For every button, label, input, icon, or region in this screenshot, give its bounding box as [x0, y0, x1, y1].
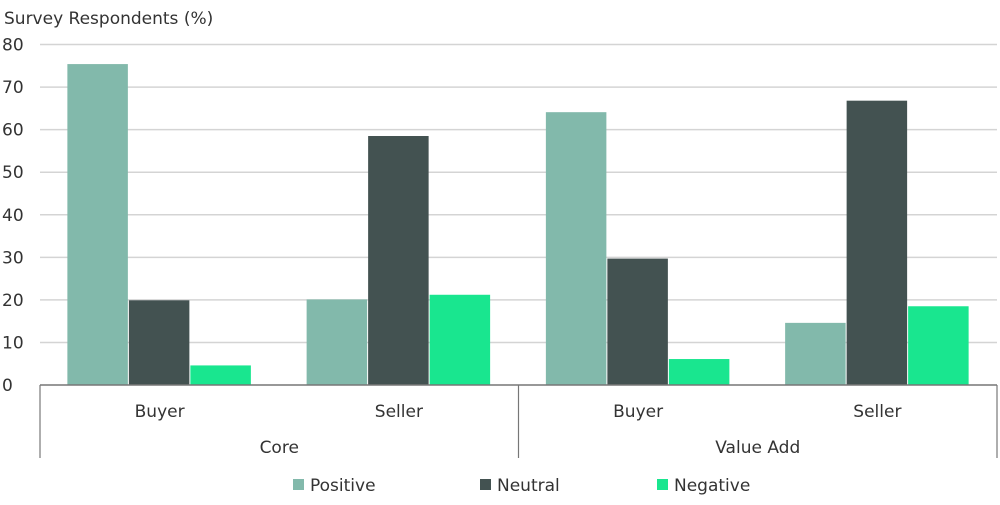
bar-negative [190, 365, 251, 385]
legend-swatch-positive [293, 479, 304, 490]
x-tick-label: Buyer [135, 402, 185, 422]
bar-positive [785, 322, 846, 385]
y-tick-label: 60 [2, 121, 24, 141]
x-tick-label: Seller [853, 402, 901, 422]
bar-positive [67, 64, 128, 386]
x-tick-label: Buyer [613, 402, 663, 422]
group-label: Value Add [715, 438, 800, 458]
y-tick-label: 50 [2, 163, 24, 183]
legend-swatch-negative [657, 479, 668, 490]
y-tick-label: 20 [2, 291, 24, 311]
bar-neutral [607, 258, 668, 385]
bar-neutral [128, 300, 190, 385]
bar-positive [545, 112, 607, 385]
legend-label: Positive [310, 476, 376, 496]
y-tick-label: 30 [2, 248, 24, 268]
bar-positive [306, 299, 368, 385]
bar-negative [668, 359, 730, 385]
y-tick-label: 10 [2, 333, 24, 353]
bar-negative [908, 306, 969, 385]
bar-neutral [846, 100, 908, 386]
y-tick-label: 70 [2, 78, 24, 98]
y-tick-label: 0 [2, 376, 13, 396]
legend-swatch-neutral [480, 479, 491, 490]
x-tick-label: Seller [375, 402, 423, 422]
y-axis-title: Survey Respondents (%) [4, 9, 213, 29]
group-label: Core [260, 438, 299, 458]
y-tick-label: 40 [2, 206, 24, 226]
legend-label: Neutral [497, 476, 560, 496]
bar-neutral [368, 136, 429, 385]
legend-label: Negative [674, 476, 750, 496]
bar-negative [429, 294, 491, 385]
y-tick-label: 80 [2, 36, 24, 56]
